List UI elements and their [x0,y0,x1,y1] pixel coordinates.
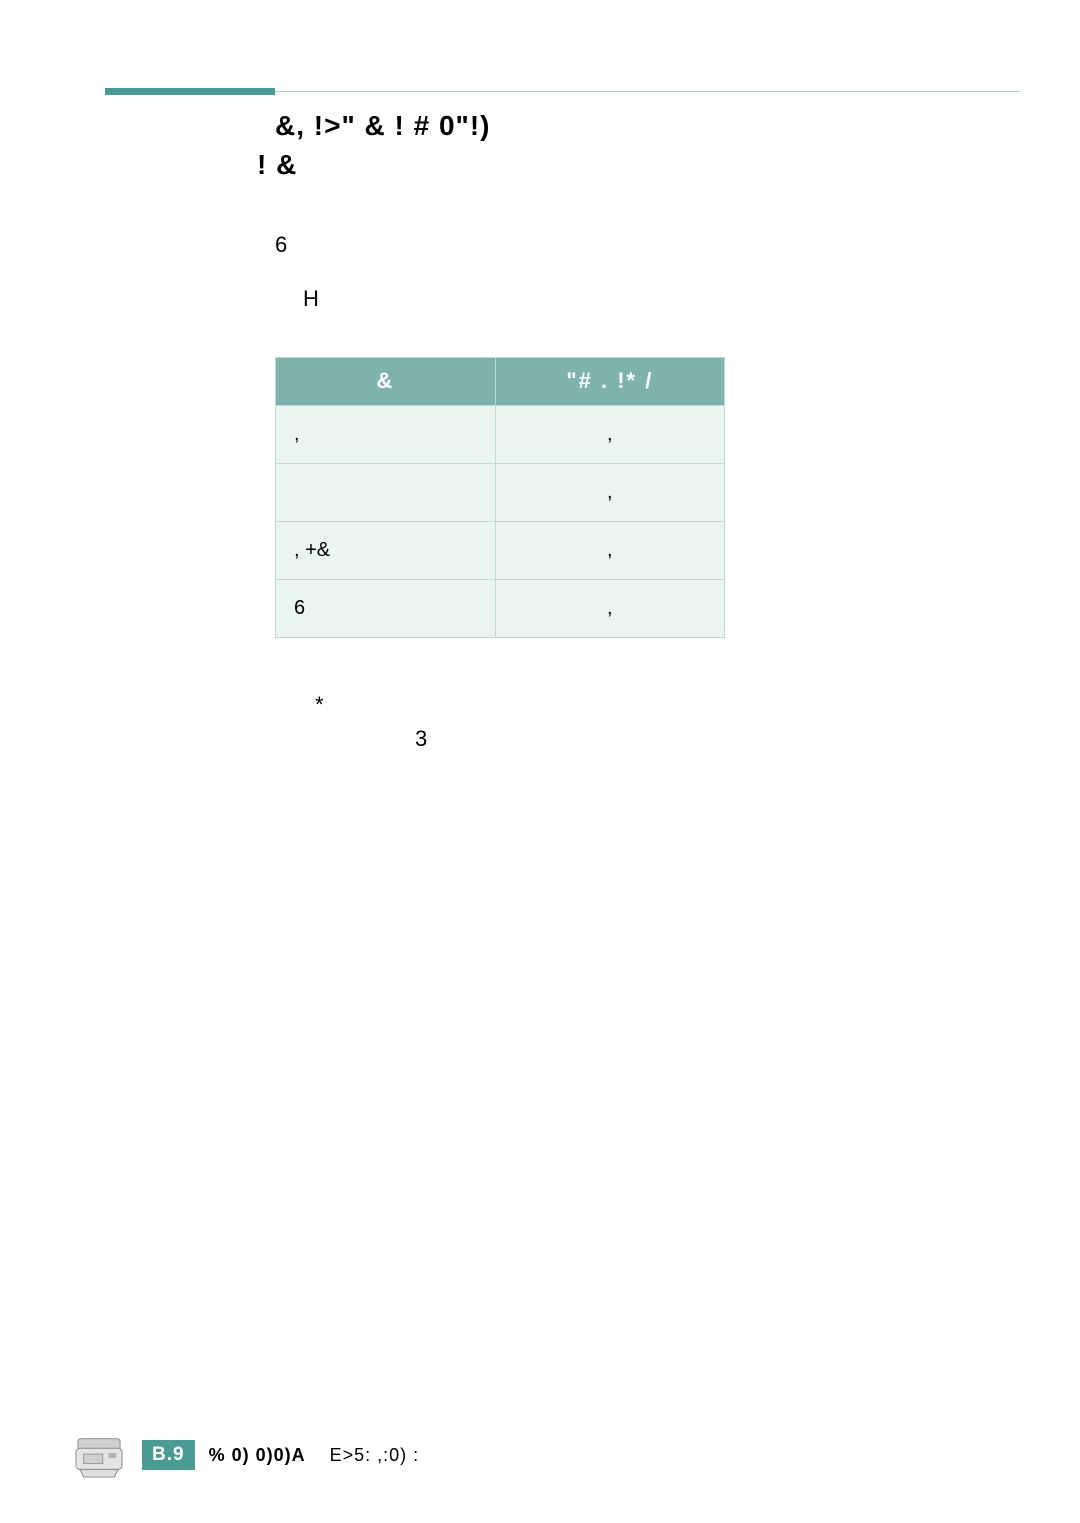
footer-text: % 0) 0)0)A E>5: ,:0) : [209,1445,420,1466]
page-footer: B.9 % 0) 0)0)A E>5: ,:0) : [70,1431,419,1479]
table-cell: , [495,579,724,637]
table-cell: , [276,405,496,463]
rule-line [275,91,1020,95]
table-cell: , [495,405,724,463]
table-cell: 6 [276,579,496,637]
table-row: 6 , [276,579,725,637]
para-2-line-1: H [303,282,995,316]
note-line-2: 3 [415,722,995,756]
table-row: , [276,463,725,521]
table-row: , +& , [276,521,725,579]
table-cell: , +& [276,521,496,579]
para-1: 6 [275,228,995,262]
section-heading: &, !>" & ! # 0"!) ! & [275,106,995,184]
footer-label: % 0) 0)0)A [209,1445,306,1465]
printer-icon [70,1431,128,1479]
spec-table: & "# . !* / , , , , +& , 6 , [275,357,725,638]
table-header-row: & "# . !* / [276,357,725,405]
table-row: , , [276,405,725,463]
table-cell [276,463,496,521]
table-header-1: & [276,357,496,405]
rule-accent [105,88,275,95]
heading-line-2: ! & [257,145,995,184]
top-rule [105,88,1020,95]
table-header-2: "# . !* / [495,357,724,405]
page-number-badge: B.9 [142,1440,195,1470]
heading-line-1: &, !>" & ! # 0"!) [275,106,995,145]
table-cell: , [495,463,724,521]
para-2: H [275,282,995,316]
page-content: &, !>" & ! # 0"!) ! & 6 H & "# . !* / , … [275,100,995,776]
table-cell: , [495,521,724,579]
footer-appendix: E>5: ,:0) : [330,1445,420,1465]
note-block: * 3 [315,688,995,756]
note-line-1: * [315,688,995,722]
